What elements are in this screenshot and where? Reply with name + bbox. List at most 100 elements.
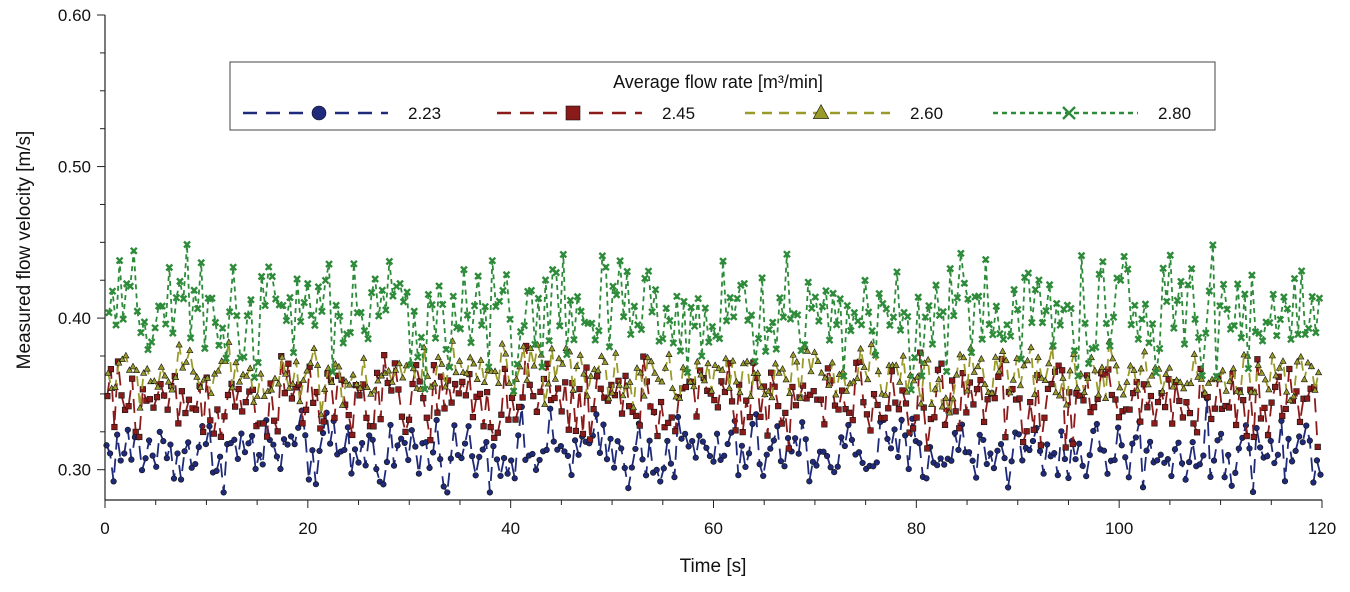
data-point [618,410,626,417]
data-point [534,294,543,303]
data-point [271,295,280,303]
data-point [1271,459,1278,467]
data-point [1311,386,1319,393]
data-point [1016,395,1023,402]
data-point [463,311,472,319]
data-point [282,370,290,377]
data-point [531,340,539,349]
data-point [428,300,436,309]
data-point [668,414,675,421]
data-point [967,348,976,357]
data-point [213,467,220,474]
data-point [657,478,664,485]
data-point [477,321,486,330]
data-point [1296,433,1303,440]
data-point [374,376,382,384]
data-point [704,338,713,347]
data-point [789,383,796,391]
data-point [497,472,504,480]
data-point [1109,354,1117,362]
data-point [196,383,205,390]
data-point [804,278,813,287]
data-point [1279,412,1286,420]
data-point [896,378,904,385]
data-point [519,342,528,350]
data-point [252,465,259,473]
data-point [1132,434,1140,441]
data-point [1186,459,1193,466]
y-tick-label: 0.60 [58,6,91,25]
data-point [558,360,567,367]
data-point [785,445,792,452]
data-point [105,308,113,317]
data-point [317,410,325,418]
data-point [349,431,356,439]
data-point [122,351,130,359]
data-point [870,390,878,398]
data-point [803,395,810,402]
data-point [909,425,917,432]
data-point [1294,330,1302,339]
data-point [1118,442,1125,449]
data-point [1257,444,1264,451]
data-point [660,465,667,472]
data-point [973,386,981,393]
data-point [1297,352,1305,360]
legend-label: 2.80 [1158,104,1191,123]
data-point [795,450,802,457]
data-point [973,474,980,481]
data-point [952,408,959,415]
legend-entry: 2.45 [497,104,695,123]
data-point [669,339,678,347]
data-point [1264,432,1272,439]
data-point [232,358,240,366]
data-point [772,345,781,353]
data-point [559,250,568,259]
data-point [941,421,949,428]
data-point [1282,405,1289,413]
data-point [682,430,689,437]
data-point [530,393,537,400]
data-point [455,390,462,397]
legend-entry: 2.60 [745,103,943,123]
data-point [653,466,660,473]
data-point [1029,437,1037,445]
data-point [931,385,939,392]
data-point [1137,364,1145,372]
data-point [803,347,811,354]
data-point [1055,391,1064,399]
data-point [960,279,969,288]
data-point [710,458,717,465]
data-point [487,423,494,431]
data-point [1233,421,1240,429]
data-point [1145,338,1153,347]
data-point [110,478,117,485]
data-point [775,293,784,302]
data-point [1296,418,1304,426]
series-line [108,244,1321,392]
data-point [1130,366,1138,373]
data-point [476,390,484,398]
data-point [661,424,668,431]
data-point [157,363,165,370]
data-point [200,344,209,353]
data-point [505,379,513,386]
legend-entry: 2.23 [243,104,441,123]
data-point [1208,415,1215,423]
data-point [657,398,665,406]
data-point [650,408,658,416]
data-point [1126,361,1135,369]
data-point [1038,374,1046,381]
data-point [570,335,578,344]
data-point [678,435,685,442]
data-point [207,417,214,424]
data-point [990,465,998,472]
data-point [522,456,529,464]
data-point [721,452,728,459]
data-point [257,272,266,281]
data-point [878,389,886,397]
data-point [622,381,630,389]
data-point [516,327,525,336]
data-point [946,264,955,273]
data-point [721,388,729,396]
